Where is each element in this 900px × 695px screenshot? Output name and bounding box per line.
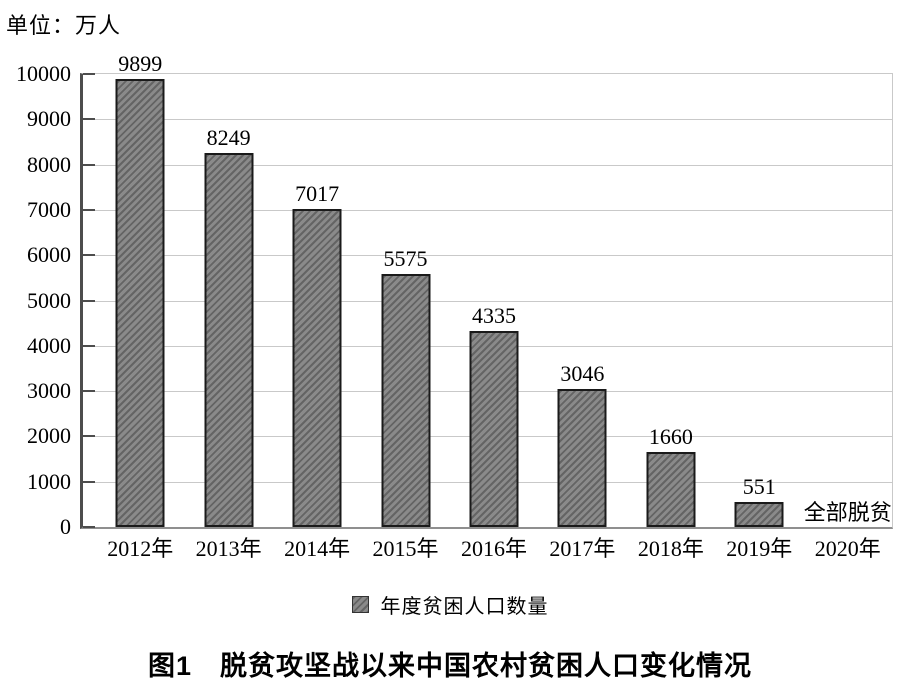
y-tick-mark bbox=[83, 480, 95, 483]
x-axis-label: 2020年 bbox=[814, 536, 881, 561]
gridline bbox=[83, 119, 892, 121]
bar-slot: 1660 2018年 bbox=[627, 74, 715, 559]
bar-slot: 4335 2016年 bbox=[450, 74, 538, 559]
bar bbox=[734, 502, 784, 527]
y-tick-mark bbox=[83, 163, 95, 166]
x-axis-label: 2015年 bbox=[372, 536, 439, 561]
bar-slot: 8249 2013年 bbox=[184, 74, 272, 560]
bar-slot: 5575 2015年 bbox=[361, 74, 449, 560]
zero-annotation: 全部脱贫 bbox=[803, 500, 892, 525]
bar-slot: 3046 2017年 bbox=[538, 74, 626, 560]
legend-series-label: 年度贫困人口数量 bbox=[380, 596, 549, 618]
unit-label: 单位：万人 bbox=[6, 13, 122, 38]
bar-value-label: 551 bbox=[742, 474, 776, 500]
y-tick-label: 1000 bbox=[27, 468, 71, 494]
bar bbox=[115, 78, 165, 527]
chart-legend: 年度贫困人口数量 bbox=[0, 590, 900, 619]
y-tick-label: 8000 bbox=[27, 151, 71, 177]
bar bbox=[557, 389, 607, 527]
y-tick-mark bbox=[83, 526, 95, 528]
x-axis-label: 2013年 bbox=[195, 536, 262, 561]
bar bbox=[469, 330, 519, 527]
y-tick-label: 3000 bbox=[27, 378, 71, 404]
y-tick-label: 5000 bbox=[27, 287, 71, 313]
gridline bbox=[83, 300, 892, 302]
legend-hatch-swatch-icon bbox=[351, 596, 369, 613]
y-tick-label: 7000 bbox=[27, 196, 71, 222]
y-tick-mark bbox=[83, 118, 95, 121]
gridline bbox=[83, 164, 892, 166]
y-tick-label: 2000 bbox=[27, 423, 71, 449]
x-axis-label: 2016年 bbox=[460, 536, 527, 561]
bar-slot: 7017 2014年 bbox=[273, 74, 361, 560]
bar-value-label: 8249 bbox=[206, 125, 251, 151]
y-tick-label: 10000 bbox=[16, 61, 71, 86]
y-tick-mark bbox=[83, 344, 95, 347]
y-tick-mark bbox=[83, 390, 95, 393]
figure-caption: 图1 脱贫攻坚战以来中国农村贫困人口变化情况 bbox=[147, 651, 752, 681]
x-axis-label: 2019年 bbox=[726, 536, 793, 561]
gridline bbox=[83, 255, 892, 257]
bar-value-label: 3046 bbox=[560, 361, 605, 387]
bar bbox=[646, 451, 696, 527]
bar-value-label: 7017 bbox=[295, 181, 340, 207]
bar-slot: 551 2019年 bbox=[715, 74, 803, 560]
bar bbox=[292, 209, 342, 527]
bar-slot: 全部脱贫 2020年 bbox=[803, 74, 892, 560]
plot-area: 0 1000 2000 3000 4000 5000 6000 7000 8000 9000 100… bbox=[16, 52, 893, 560]
y-tick-mark bbox=[83, 435, 95, 438]
bar bbox=[381, 274, 431, 527]
y-tick-mark bbox=[83, 254, 95, 257]
y-tick-label: 0 bbox=[60, 514, 71, 539]
bar-value-label: 4335 bbox=[471, 302, 516, 328]
x-axis-label: 2018年 bbox=[637, 536, 704, 561]
x-axis-label: 2017年 bbox=[549, 536, 616, 561]
y-tick-mark bbox=[83, 299, 95, 302]
bar-value-label: 9899 bbox=[118, 50, 163, 76]
y-tick-label: 4000 bbox=[27, 332, 71, 358]
y-tick-label: 9000 bbox=[27, 106, 71, 132]
y-tick-mark bbox=[83, 208, 95, 211]
x-axis-label: 2014年 bbox=[284, 536, 351, 561]
bar-value-label: 5575 bbox=[383, 246, 428, 272]
x-axis-label: 2012年 bbox=[107, 536, 174, 561]
bar bbox=[204, 153, 254, 527]
bar-slot: 9899 2012年 bbox=[96, 52, 184, 559]
y-tick-mark bbox=[83, 73, 95, 75]
y-tick-label: 6000 bbox=[27, 242, 71, 268]
bar-value-label: 1660 bbox=[648, 423, 693, 449]
gridline bbox=[83, 209, 892, 211]
bars-region: 9899 2012年 8249 2013年 7017 2014年 5575 2015年 4335… bbox=[96, 52, 892, 560]
